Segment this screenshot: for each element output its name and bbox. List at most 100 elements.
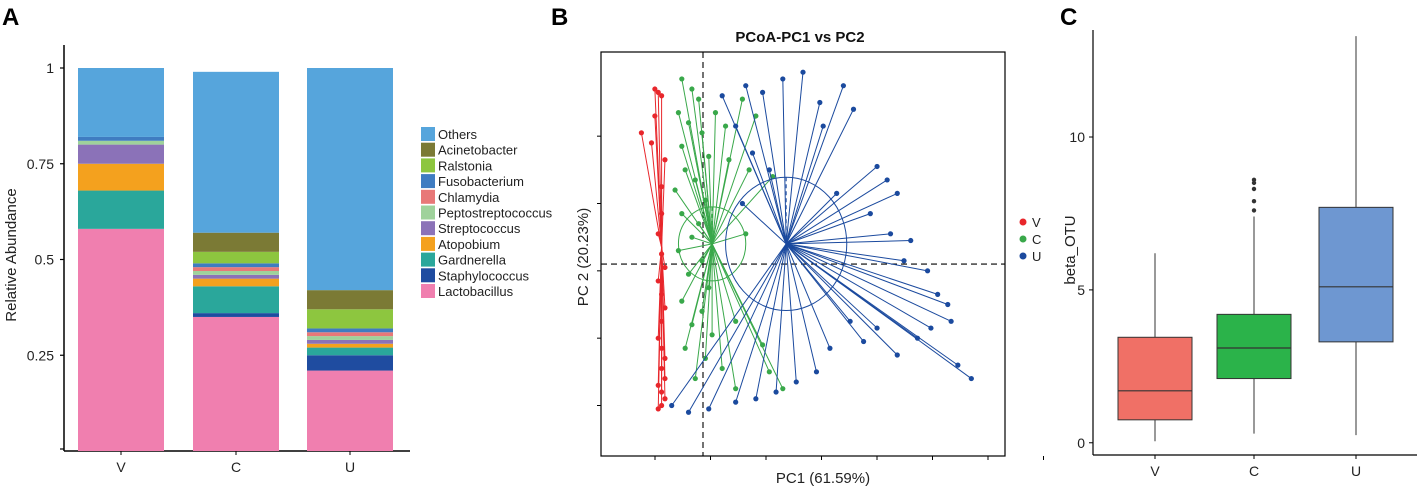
bar-V-gardnerella — [78, 190, 164, 229]
panel-b-title: PCoA-PC1 vs PC2 — [735, 29, 864, 46]
panel-a-xtick-label: U — [345, 459, 355, 475]
legend-label-staphylococcus: Staphylococcus — [438, 268, 530, 283]
spoke-C — [711, 169, 750, 245]
point-V — [655, 231, 661, 237]
legend-dot-V — [1019, 218, 1027, 226]
spoke-C — [711, 115, 757, 245]
spoke-U — [775, 243, 787, 393]
spoke-C — [678, 243, 713, 252]
panel-c-boxplot: beta_OTU 0 5 10 V C U — [1062, 30, 1417, 479]
bar-U-peptostreptococcus — [307, 336, 393, 340]
point-V — [655, 406, 661, 412]
spoke-V — [640, 132, 663, 248]
point-U — [749, 150, 756, 156]
legend-swatch-others — [421, 127, 435, 141]
point-U — [706, 406, 712, 412]
spoke-C — [684, 169, 713, 245]
point-V — [655, 382, 661, 388]
point-U — [887, 231, 894, 237]
spoke-U — [785, 243, 952, 322]
point-C — [679, 143, 685, 149]
point-C — [689, 234, 695, 240]
point-U — [847, 318, 853, 324]
point-C — [709, 332, 715, 338]
panel-b-xlabel: PC1 (61.59%) — [776, 470, 870, 487]
spoke-U — [721, 95, 787, 245]
point-V — [655, 278, 661, 284]
point-U — [733, 399, 739, 405]
spoke-U — [785, 243, 817, 372]
spoke-C — [704, 243, 713, 359]
spoke-C — [684, 243, 713, 349]
point-V — [659, 402, 665, 409]
spoke-C — [681, 243, 713, 302]
point-C — [780, 386, 786, 392]
spoke-C — [711, 176, 774, 245]
point-U — [901, 258, 907, 264]
point-C — [682, 167, 688, 173]
box-V — [1117, 336, 1193, 421]
bar-V-lactobacillus — [78, 228, 164, 451]
point-U — [766, 167, 772, 173]
spoke-C — [711, 112, 716, 244]
point-C — [699, 130, 705, 136]
spoke-C — [711, 159, 730, 244]
legend-swatch-ralstonia — [421, 158, 435, 173]
spoke-C — [681, 146, 713, 245]
legend-swatch-atopobium — [421, 236, 435, 251]
spoke-U — [671, 243, 787, 406]
point-U — [948, 318, 954, 324]
spoke-U — [708, 243, 787, 410]
spoke-C — [708, 156, 713, 244]
spoke-V — [657, 247, 663, 409]
spoke-U — [745, 85, 787, 245]
point-U — [861, 338, 867, 345]
point-V — [662, 264, 668, 271]
point-U — [955, 362, 961, 368]
legend-dot-U — [1019, 252, 1027, 260]
point-U — [669, 402, 675, 409]
spoke-U — [785, 179, 888, 245]
point-U — [968, 375, 974, 382]
panel-c-ytick-label: 0 — [1077, 435, 1085, 451]
point-V — [662, 375, 668, 382]
point-U — [820, 123, 826, 129]
panel-a-ytick-label: 1 — [46, 60, 54, 76]
spoke-U — [785, 243, 831, 349]
panel-c-ytick-label: 10 — [1069, 129, 1085, 145]
point-C — [766, 369, 772, 375]
spoke-V — [657, 92, 663, 248]
bar-C-staphylococcus — [193, 313, 279, 317]
panel-b-ylabel: PC 2 (20.23%) — [575, 208, 592, 306]
bar-U-acinetobacter — [307, 290, 393, 310]
spoke-U — [785, 243, 898, 356]
legend-label-U: U — [1032, 249, 1041, 264]
spoke-C — [701, 132, 713, 244]
panel-a-ytick-label: 0.25 — [27, 347, 54, 363]
bar-C-atopobium — [193, 278, 279, 287]
spoke-V — [661, 159, 666, 248]
point-C — [679, 298, 685, 304]
point-U — [753, 396, 759, 402]
point-V — [659, 93, 665, 99]
point-C — [722, 123, 729, 129]
spoke-U — [785, 243, 972, 379]
legend-swatch-fusobacterium — [421, 174, 435, 189]
point-C — [743, 231, 749, 237]
point-U — [739, 200, 746, 207]
point-C — [685, 271, 692, 277]
point-C — [706, 285, 712, 291]
spoke-U — [785, 243, 932, 329]
legend-swatch-lactobacillus — [421, 284, 435, 298]
spoke-U — [786, 233, 891, 245]
point-V — [662, 396, 668, 402]
point-C — [726, 157, 732, 163]
bar-U-others — [307, 68, 393, 291]
legend-label-acinetobacter: Acinetobacter — [438, 143, 518, 158]
outlier-C — [1251, 186, 1257, 192]
bar-C-ralstonia — [193, 251, 279, 264]
legend-dot-C — [1019, 235, 1027, 243]
spoke-U — [782, 78, 787, 244]
point-C — [692, 375, 698, 382]
legend-label-ralstonia: Ralstonia — [438, 158, 493, 173]
